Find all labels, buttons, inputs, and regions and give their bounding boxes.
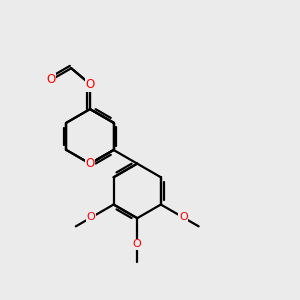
Text: O: O xyxy=(87,212,96,223)
Text: O: O xyxy=(46,73,56,86)
Text: O: O xyxy=(179,212,188,223)
Text: O: O xyxy=(85,78,94,91)
Text: O: O xyxy=(133,239,142,249)
Text: O: O xyxy=(85,77,94,91)
Text: O: O xyxy=(85,157,94,170)
